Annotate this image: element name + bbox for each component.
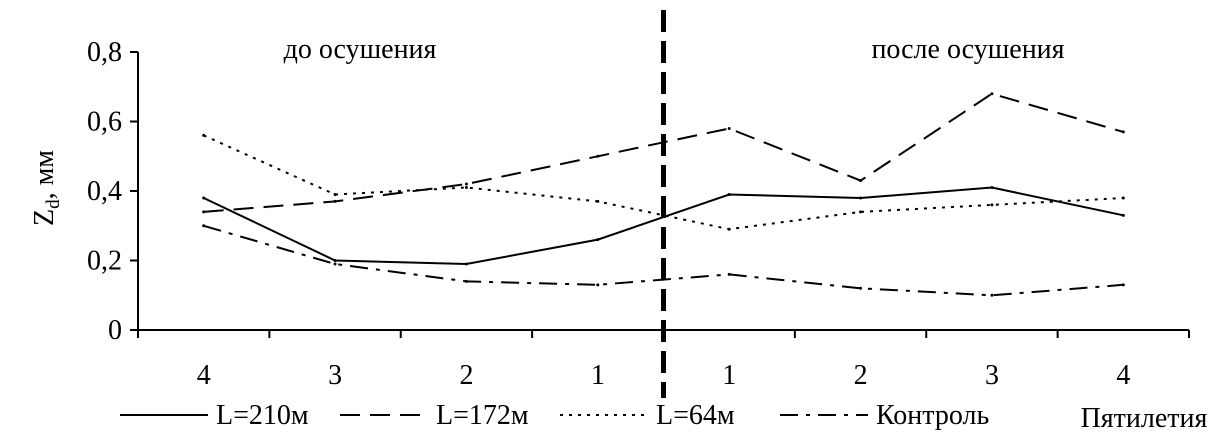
y-axis-label-subscript: d [43, 199, 64, 209]
y-tick-label: 0,4 [87, 176, 122, 207]
x-tick-label: 1 [591, 360, 605, 391]
data-point [990, 92, 994, 96]
x-axis-label: Пятилетия [1081, 403, 1208, 433]
data-point [333, 192, 337, 196]
data-point [727, 192, 731, 196]
data-point [333, 262, 337, 266]
data-point [202, 210, 206, 214]
y-tick-label: 0,6 [87, 107, 122, 138]
data-point [596, 154, 600, 158]
data-point [333, 259, 337, 262]
x-tick-label: 4 [197, 360, 211, 391]
series-line-0 [203, 186, 1124, 266]
data-point [727, 227, 731, 231]
data-point [596, 283, 600, 287]
data-point [464, 279, 468, 283]
data-point [1121, 130, 1125, 134]
y-axis-label-main: Z [29, 209, 60, 226]
data-point [202, 133, 206, 137]
data-point [990, 203, 994, 207]
series-line-3 [203, 224, 1124, 297]
x-tick-label: 2 [854, 360, 868, 391]
legend-label: L=64м [656, 400, 735, 431]
data-point [990, 293, 994, 297]
data-point [859, 286, 863, 290]
data-point [202, 224, 206, 228]
data-point [464, 262, 468, 266]
annotation-before: до осушения [284, 34, 437, 65]
data-point [596, 199, 600, 203]
data-point [202, 196, 206, 200]
x-tick-label: 2 [459, 360, 473, 391]
axes: 0 0,2 0,4 0,6 0,8 4 3 2 1 1 2 3 4 [87, 37, 1190, 391]
legend-label: Контроль [876, 400, 989, 431]
x-tick-label: 3 [328, 360, 342, 391]
x-tick-label: 4 [1116, 360, 1130, 391]
data-point [859, 210, 863, 214]
data-point [333, 199, 337, 203]
x-tick-label: 3 [985, 360, 999, 391]
data-point [727, 272, 731, 276]
annotation-after: после осушения [871, 34, 1064, 65]
y-tick-label: 0,8 [87, 37, 122, 68]
data-point [859, 196, 863, 200]
legend-label: L=172м [436, 400, 529, 431]
data-point [1121, 283, 1125, 287]
data-point [990, 186, 994, 190]
y-tick-label: 0,2 [87, 246, 122, 277]
x-tick-label: 1 [722, 360, 736, 391]
data-point [596, 238, 600, 242]
y-axis-label-unit: , мм [29, 150, 60, 200]
data-point [464, 182, 468, 186]
data-point [464, 186, 468, 190]
data-point [1121, 196, 1125, 200]
series-group [202, 92, 1125, 297]
data-point [859, 179, 863, 183]
series-line-1 [203, 92, 1124, 213]
y-axis-label: Zd, мм [29, 150, 64, 226]
legend: L=210м L=172м L=64м Контроль [120, 400, 989, 431]
legend-label: L=210м [216, 400, 309, 431]
y-tick-label: 0 [108, 315, 122, 346]
data-point [1121, 213, 1125, 217]
data-point [727, 126, 731, 130]
